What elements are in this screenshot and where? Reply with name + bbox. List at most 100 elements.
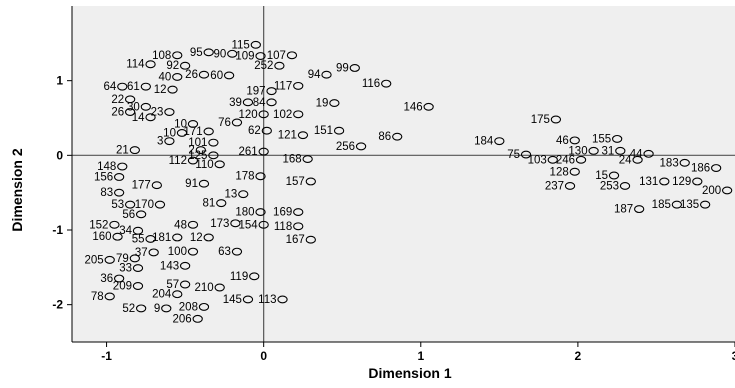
data-point [129,254,140,263]
data-point [255,52,266,60]
data-point [208,138,219,147]
data-point [250,40,261,49]
data-point [164,108,175,116]
data-point [266,98,277,107]
data-point [293,208,304,217]
y-axis-title: Dimension 2 [9,148,25,231]
data-point [564,181,576,190]
point-label: 206 [172,313,191,325]
point-label: 204 [152,289,172,301]
data-point [520,150,532,159]
point-label: 208 [179,301,198,313]
data-point [608,171,620,180]
data-point [255,208,266,217]
data-point [615,146,626,155]
data-point [547,155,558,164]
point-label: 210 [194,282,213,294]
data-point [274,61,285,70]
point-label: 12 [154,84,167,96]
point-label: 135 [680,199,699,211]
point-label: 36 [100,273,113,285]
point-label: 171 [183,126,202,138]
point-label: 81 [202,198,215,210]
point-label: 146 [403,101,422,113]
point-label: 197 [246,86,265,98]
data-point [172,233,183,242]
data-point [619,181,631,190]
data-point [203,233,214,242]
point-label: 48 [174,219,187,231]
data-point [132,226,144,235]
point-label: 46 [556,135,569,147]
point-label: 19 [316,98,329,110]
point-label: 33 [119,263,132,275]
point-label: 253 [600,180,619,192]
data-point [151,181,162,190]
data-point [569,136,580,145]
point-label: 131 [639,176,658,188]
data-point [198,302,210,311]
data-point [145,60,156,69]
data-point [293,81,304,90]
point-label: 125 [188,150,207,162]
point-label: 181 [152,232,171,244]
point-label: 143 [160,260,179,272]
point-label: 26 [111,107,124,119]
point-label: 12 [190,232,203,244]
data-point [145,113,156,122]
data-point [179,61,191,70]
point-label: 76 [218,117,231,129]
point-label: 109 [235,51,254,63]
data-point [203,127,214,136]
data-point [258,220,269,229]
data-point [302,155,313,164]
point-label: 178 [235,171,254,183]
point-label: 23 [151,107,164,119]
point-label: 53 [111,199,124,211]
point-label: 3 [157,136,163,148]
data-point [198,70,210,79]
data-point [231,118,243,127]
data-point [179,261,191,270]
point-label: 13 [224,189,237,201]
point-label: 91 [185,178,198,190]
point-label: 78 [91,291,104,303]
data-point [423,102,434,111]
point-label: 22 [111,94,124,106]
point-label: 103 [528,154,547,166]
point-label: 168 [282,154,301,166]
y-tick-label: 0 [56,148,63,162]
data-point [154,200,166,209]
data-point [321,70,332,79]
data-point [216,199,227,208]
point-label: 30 [127,101,140,113]
data-point [575,155,587,164]
data-point [145,235,156,243]
point-label: 114 [126,59,145,71]
data-point [632,155,643,164]
data-point [612,134,623,143]
point-label: 148 [97,161,116,173]
data-point [227,49,238,58]
data-point [195,146,206,155]
data-point [721,186,733,195]
data-point [258,147,269,156]
data-point [132,282,144,290]
data-point [164,137,175,146]
point-label: 24 [619,154,632,166]
point-label: 118 [274,221,292,233]
data-point [192,314,203,323]
data-point [214,160,225,169]
data-point [293,110,304,119]
data-point [258,110,269,119]
data-point [187,247,199,256]
x-tick-label: 0 [260,349,267,363]
point-label: 62 [248,125,261,137]
point-label: 120 [238,109,257,121]
data-point [494,137,505,146]
point-label: 184 [474,136,494,148]
point-label: 209 [113,281,132,293]
data-point [198,179,210,188]
point-label: 99 [336,62,349,74]
